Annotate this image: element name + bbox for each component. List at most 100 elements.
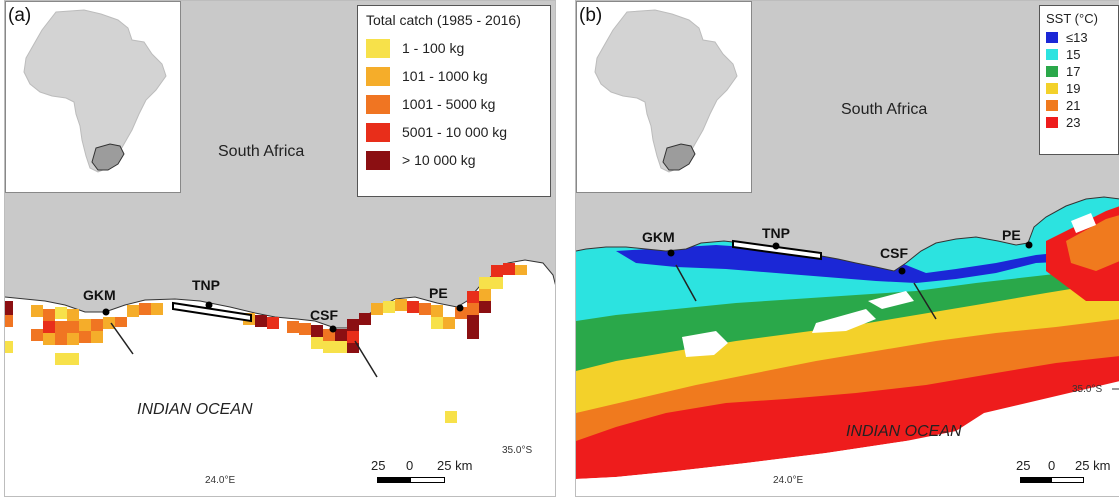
scale-label-right: 25 km [1075,458,1111,473]
catch-cell [5,341,13,353]
legend-item: > 10 000 kg [366,146,542,174]
catch-cell [5,301,13,315]
catch-cell [151,303,163,315]
scale-label-right: 25 km [437,458,473,473]
catch-cell [347,343,359,353]
catch-cell [323,341,347,353]
legend-swatch [1046,32,1058,43]
catch-cell [55,353,79,365]
country-label: South Africa [218,143,305,160]
tnp-site-dot [205,301,213,309]
latitude-label: 35.0°S [1072,384,1103,395]
catch-cell [55,333,67,345]
gkm-arrow [110,322,134,355]
site-label-tnp: TNP [192,277,220,293]
site-label-gkm: GKM [83,287,116,303]
ocean-label: INDIAN OCEAN [846,423,962,440]
legend-title: Total catch (1985 - 2016) [366,12,521,28]
scale-label-left: 25 [371,458,386,473]
panel-a-catch-map: (a) South Africa Total catch (1985 - 201… [4,0,556,497]
site-label-csf: CSF [310,307,338,323]
catch-cell [467,327,479,339]
catch-cell [103,317,115,329]
legend-label: 15 [1066,47,1081,62]
catch-cell [515,265,527,275]
catch-cell [467,303,479,315]
tnp-marine-protected-area [172,301,252,323]
gkm-site-dot [667,249,675,257]
csf-arrow [913,282,937,320]
legend-item: 15 [1046,46,1112,63]
coastline [576,196,1119,272]
catch-cell [395,299,407,311]
catch-cell [479,289,491,301]
legend-swatch [366,94,390,114]
catch-cell [67,321,79,333]
catch-cell [479,301,491,313]
longitude-label: 24.0°E [773,475,804,486]
panel-letter: (b) [579,5,603,26]
catch-cell [371,303,383,315]
catch-cell [311,337,323,349]
ocean-label: INDIAN OCEAN [137,401,253,418]
africa-inset-drawing [23,9,167,173]
site-label-pe: PE [429,285,448,301]
catch-cell [419,303,431,315]
catch-cell [115,317,127,327]
scale-bar: 25 0 25 km [371,458,487,486]
catch-cell [359,313,371,325]
south-africa-highlight [91,143,125,171]
legend-label: 19 [1066,81,1081,96]
legend-swatch [1046,117,1058,128]
longitude-label: 24.0°E [205,475,236,486]
catch-cell [503,263,515,275]
catch-cell [31,329,43,341]
catch-cell [431,305,443,317]
scale-label-mid: 0 [1048,458,1056,473]
catch-cell [67,333,79,345]
legend-swatch [1046,49,1058,60]
legend-swatch [366,122,390,142]
panel-letter: (a) [8,5,32,26]
legend-swatch [366,66,390,86]
catch-cell [347,331,359,343]
catch-cell [55,307,67,319]
csf-site-dot [898,267,906,275]
legend-label: 1001 - 5000 kg [402,96,496,112]
sst-legend: SST (°C) ≤13 15 17 19 21 23 [1039,5,1119,155]
no-data-patch [576,381,1119,496]
legend-swatch [1046,66,1058,77]
scale-label-left: 25 [1016,458,1031,473]
legend-item: 1 - 100 kg [366,34,542,62]
tnp-site-dot [772,242,780,250]
catch-cell [43,333,55,345]
catch-cell [287,321,299,333]
site-label-csf: CSF [880,245,908,261]
no-data-patch [868,291,914,309]
catch-cell [43,321,55,333]
legend-label: 5001 - 10 000 kg [402,124,508,140]
catch-cell [491,277,503,289]
legend-item: ≤13 [1046,29,1112,46]
panel-b-sst-map: (b) South Africa SST (°C) ≤13 15 17 19 2… [575,0,1119,497]
catch-cell [347,319,359,331]
africa-outline [594,9,738,173]
pe-site-dot [1025,241,1033,249]
csf-site-dot [329,325,337,333]
catch-cell [479,277,491,289]
legend-item: 1001 - 5000 kg [366,90,542,118]
catch-cell [43,309,55,321]
legend-label: > 10 000 kg [402,152,476,168]
catch-cell [467,291,479,303]
catch-cell [491,265,503,277]
no-data-patch [682,331,728,357]
gkm-site-dot [102,308,110,316]
africa-inset-map [576,1,752,193]
catch-cell [311,325,323,337]
catch-legend: Total catch (1985 - 2016) 1 - 100 kg 101… [357,5,551,197]
legend-swatch [1046,83,1058,94]
legend-label: 17 [1066,64,1081,79]
catch-cell [91,319,103,331]
no-data-patch [812,309,876,333]
scale-label-mid: 0 [406,458,414,473]
